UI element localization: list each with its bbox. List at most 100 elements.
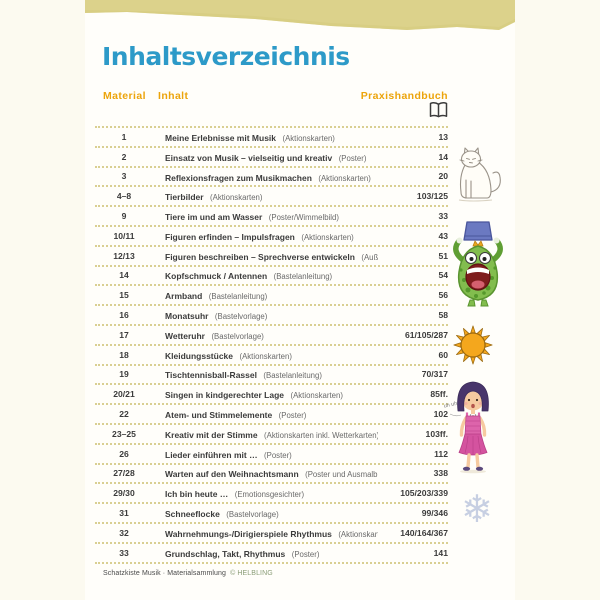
snowflake-illustration: ❄ [461,487,493,531]
row-page-number: 141 [433,547,448,558]
row-title: Lieder einführen mit … [165,449,258,460]
row-page-number: 58 [438,310,448,321]
row-material-number: 22 [119,409,129,420]
row-type: (Poster) [278,411,307,421]
row-content: Armband (Bastelanleitung) [153,286,378,304]
row-title: Monatsuhr [165,311,209,322]
row-content: Wetteruhr (Bastelvorlage) [153,326,378,344]
row-title: Tiere im und am Wasser [165,212,263,223]
table-row: 18 Kleidungsstücke (Aktionskarten) 60 [95,346,448,366]
row-content: Kopfschmuck / Antennen (Bastelanleitung) [153,266,378,284]
row-page-number: 51 [438,250,448,261]
column-header-praxishandbuch: Praxishandbuch [360,90,448,102]
row-content: Figuren erfinden – Impulsfragen (Aktions… [153,227,378,245]
footer-text: Schatzkiste Musik · Materialsammlung [103,570,227,577]
row-page-number: 102 [433,409,448,420]
table-row: 26 Lieder einführen mit … (Poster) 112 [95,445,448,465]
row-material-number: 29/30 [113,488,135,499]
row-content: Reflexionsfragen zum Musikmachen (Aktion… [153,168,378,186]
row-content: Kreativ mit der Stimme (Aktionskarten in… [153,425,378,443]
row-page-number: 338 [433,468,448,479]
row-title: Schneeflocke [165,509,220,520]
row-content: Einsatz von Musik – vielseitig und kreat… [153,148,378,166]
table-row: 33 Grundschlag, Takt, Rhythmus (Poster) … [95,544,448,564]
row-type: (Poster) [291,549,320,559]
row-title: Ich bin heute … [165,489,229,500]
table-row: 15 Armband (Bastelanleitung) 56 [95,286,448,307]
row-title: Kopfschmuck / Antennen [165,271,268,282]
row-type: (Emotionsgesichter) [234,490,305,500]
cat-illustration [458,147,501,202]
row-type: (Aktionskarten) [239,351,292,361]
sun-illustration [453,325,493,365]
footer-publisher: © HELBLING [230,570,273,577]
row-material-number: 1 [121,131,127,142]
row-page-number: 13 [438,131,448,142]
row-page-number: 103/125 [416,191,448,202]
row-type: (Aktionskarten inkl. Wetterkarten) [264,430,378,440]
row-title: Reflexionsfragen zum Musikmachen [165,172,312,183]
row-page-number: 99/346 [421,508,448,519]
row-type: (Aktionskarten) [210,193,263,203]
row-content: Grundschlag, Takt, Rhythmus (Poster) [153,544,378,562]
row-title: Atem- und Stimmelemente [165,410,273,421]
column-header-material: Material [103,90,146,102]
row-content: Figuren beschreiben – Sprechverse entwic… [153,247,378,265]
row-title: Wetteruhr [165,330,205,341]
table-of-contents: 1 Meine Erlebnisse mit Musik (Aktionskar… [95,126,448,564]
row-title: Figuren erfinden – Impulsfragen [165,231,295,242]
table-row: 23–25 Kreativ mit der Stimme (Aktionskar… [95,425,448,445]
row-type: (Bastelvorlage) [226,510,279,520]
row-type: (Bastelanleitung) [273,272,333,282]
row-material-number: 17 [119,329,129,340]
row-page-number: 85ff. [430,389,448,400]
table-row: 32 Wahrnehmungs-/Dirigierspiele Rhythmus… [95,524,448,544]
row-material-number: 32 [119,527,129,538]
row-content: Ich bin heute … (Emotionsgesichter) [153,484,378,502]
row-type: (Bastelvorlage) [211,331,264,341]
row-material-number: 19 [119,369,129,380]
row-title: Tierbilder [165,192,204,203]
row-title: Grundschlag, Takt, Rhythmus [165,548,286,559]
column-header-inhalt: Inhalt [158,90,189,102]
row-title: Wahrnehmungs-/Dirigierspiele Rhythmus [165,528,332,539]
row-type: (Aktionskarten) [301,232,354,242]
table-row: 29/30 Ich bin heute … (Emotionsgesichter… [95,484,448,505]
row-material-number: 16 [119,310,129,321]
table-row: 20/21 Singen in kindgerechter Lage (Akti… [95,385,448,406]
table-row: 12/13 Figuren beschreiben – Sprechverse … [95,247,448,267]
row-type: (Außerirdische) [361,252,378,262]
row-content: Tiere im und am Wasser (Poster/Wimmelbil… [153,207,378,225]
row-content: Schneeflocke (Bastelvorlage) [153,504,378,522]
girl-sing-text: uh uh [444,401,458,410]
top-banner-decoration [85,0,515,30]
row-material-number: 33 [119,547,129,558]
row-material-number: 14 [119,270,129,281]
row-type: (Bastelanleitung) [263,371,322,381]
row-material-number: 10/11 [113,230,135,241]
row-type: (Poster/Wimmelbild) [268,213,339,223]
row-material-number: 23–25 [112,428,136,439]
row-type: (Poster und Ausmalbild) [305,470,378,480]
row-title: Warten auf den Weihnachtsmann [165,469,299,480]
row-material-number: 20/21 [113,389,135,400]
row-type: (Aktionskarten) [318,173,371,183]
row-title: Kreativ mit der Stimme [165,429,258,440]
row-type: (Aktionskarten) [338,529,378,539]
row-type: (Bastelvorlage) [214,312,268,322]
row-content: Monatsuhr (Bastelvorlage) [153,306,378,324]
row-material-number: 31 [119,508,129,519]
row-content: Meine Erlebnisse mit Musik (Aktionskarte… [153,128,378,146]
row-title: Einsatz von Musik – vielseitig und kreat… [165,152,333,163]
table-row: 22 Atem- und Stimmelemente (Poster) 102 [95,405,448,425]
row-content: Kleidungsstücke (Aktionskarten) [153,346,378,364]
row-page-number: 43 [438,230,448,241]
row-page-number: 112 [434,448,448,459]
row-type: (Poster) [338,153,367,163]
row-page-number: 54 [438,270,448,281]
row-title: Armband [165,291,203,302]
row-content: Singen in kindgerechter Lage (Aktionskar… [153,385,378,403]
row-content: Lieder einführen mit … (Poster) [153,445,378,463]
row-page-number: 61/105/287 [404,329,448,340]
